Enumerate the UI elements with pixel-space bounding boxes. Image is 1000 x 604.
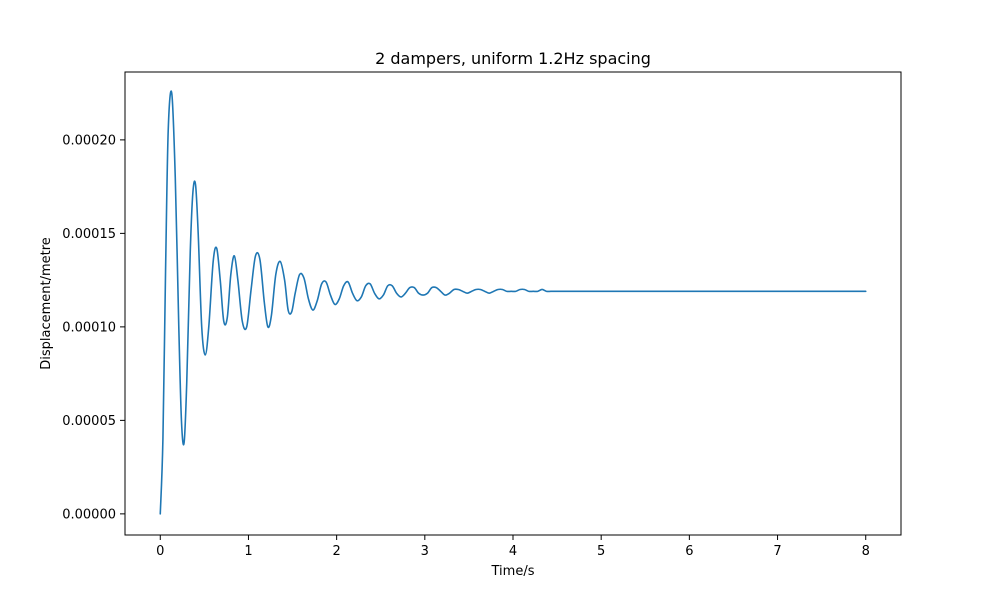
x-axis-label: Time/s — [491, 564, 535, 579]
x-tick-label: 0 — [156, 544, 164, 559]
series-line-0 — [159, 90, 867, 515]
y-axis-label: Displacement/metre — [39, 237, 54, 370]
plot-layer — [159, 90, 867, 515]
y-tick-label: 0.00005 — [62, 414, 116, 429]
x-tick-label: 6 — [685, 544, 693, 559]
chart-title: 2 dampers, uniform 1.2Hz spacing — [375, 49, 651, 68]
y-tick-label: 0.00020 — [62, 133, 116, 148]
x-tick-label: 3 — [421, 544, 429, 559]
y-tick-label: 0.00015 — [62, 227, 116, 242]
x-tick-label: 5 — [597, 544, 605, 559]
y-tick-label: 0.00000 — [62, 507, 116, 522]
x-tick-label: 8 — [862, 544, 870, 559]
x-tick-label: 2 — [332, 544, 340, 559]
x-tick-label: 1 — [244, 544, 252, 559]
x-tick-label: 7 — [773, 544, 781, 559]
y-tick-label: 0.00010 — [62, 320, 116, 335]
y-axis-ticks: 0.00000 0.00005 0.00010 0.00015 0.00020 — [62, 133, 125, 522]
x-axis-ticks: 0 1 2 3 4 5 6 7 8 — [156, 535, 870, 559]
x-tick-label: 4 — [509, 544, 517, 559]
